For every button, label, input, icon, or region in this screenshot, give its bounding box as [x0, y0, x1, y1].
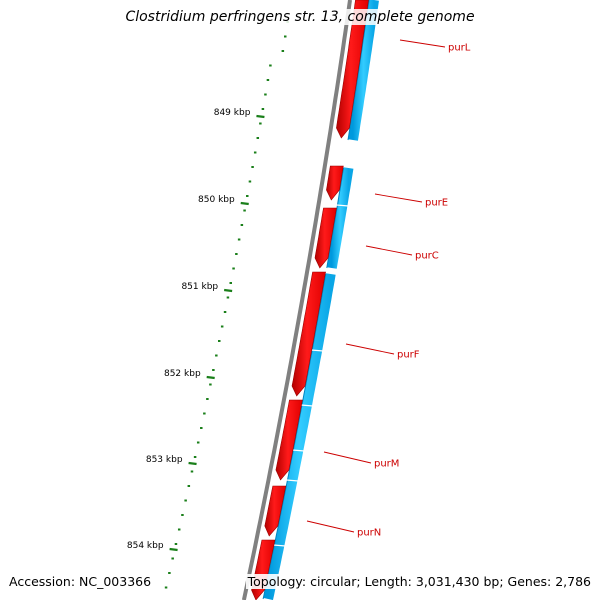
scale-label: 849 kbp	[214, 108, 251, 118]
gene-label: purN	[357, 528, 381, 539]
gene-label-leader	[365, 245, 413, 256]
reverse-strand-boundary	[292, 449, 305, 452]
scale-label: 852 kbp	[164, 369, 201, 379]
gene-label-leader	[306, 520, 355, 533]
reverse-strand-segment	[263, 273, 336, 601]
gene-label: purM	[374, 459, 399, 470]
gene-arrow	[291, 271, 326, 397]
scale-ticks-layer: 849 kbp 850 kbp 851 kbp 852 kbp 853 kbp 854 k…	[127, 21, 289, 589]
map-title: Clostridium perfringens str. 13, complet…	[0, 9, 600, 25]
gene-arrow	[275, 399, 303, 481]
gene-label: purL	[448, 43, 471, 54]
gene-label-leader	[345, 343, 395, 355]
reverse-strand-boundary	[286, 479, 299, 482]
genome-summary-text: Topology: circular; Length: 3,031,430 bp…	[245, 574, 591, 589]
reverse-strand-boundary	[336, 204, 349, 207]
major-tick	[188, 461, 197, 466]
major-tick	[169, 547, 178, 552]
gene-label-leader	[323, 451, 372, 464]
reverse-strand-boundary	[311, 349, 324, 352]
major-tick	[206, 375, 215, 380]
backbone-layer	[241, 0, 352, 601]
major-tick	[240, 201, 249, 206]
gene-labels-layer: purL purE purC purF purM purN	[306, 39, 471, 539]
gene-arrow	[314, 207, 337, 269]
gene-label: purF	[397, 350, 420, 361]
reverse-strand-boundary	[273, 544, 286, 547]
gene-label-leader	[374, 193, 423, 203]
reverse-strand-boundary	[300, 404, 314, 407]
forward-strand-layer	[251, 0, 369, 601]
scale-label: 853 kbp	[146, 455, 183, 465]
gene-label: purE	[425, 198, 448, 209]
reverse-strand-edge	[326, 167, 344, 269]
gene-arrow	[336, 0, 369, 139]
gene-arrow	[264, 485, 287, 537]
scale-label: 851 kbp	[181, 282, 218, 292]
gene-label-leader	[399, 39, 446, 48]
scale-label: 850 kbp	[198, 195, 235, 205]
accession-text: Accession: NC_003366	[9, 574, 154, 589]
major-tick	[224, 288, 233, 293]
gene-label: purC	[415, 251, 439, 262]
genome-backbone	[241, 0, 352, 601]
major-tick	[256, 114, 265, 119]
reverse-strand-segment	[326, 167, 354, 269]
scale-label: 854 kbp	[127, 541, 164, 551]
gene-arrow	[326, 165, 344, 201]
